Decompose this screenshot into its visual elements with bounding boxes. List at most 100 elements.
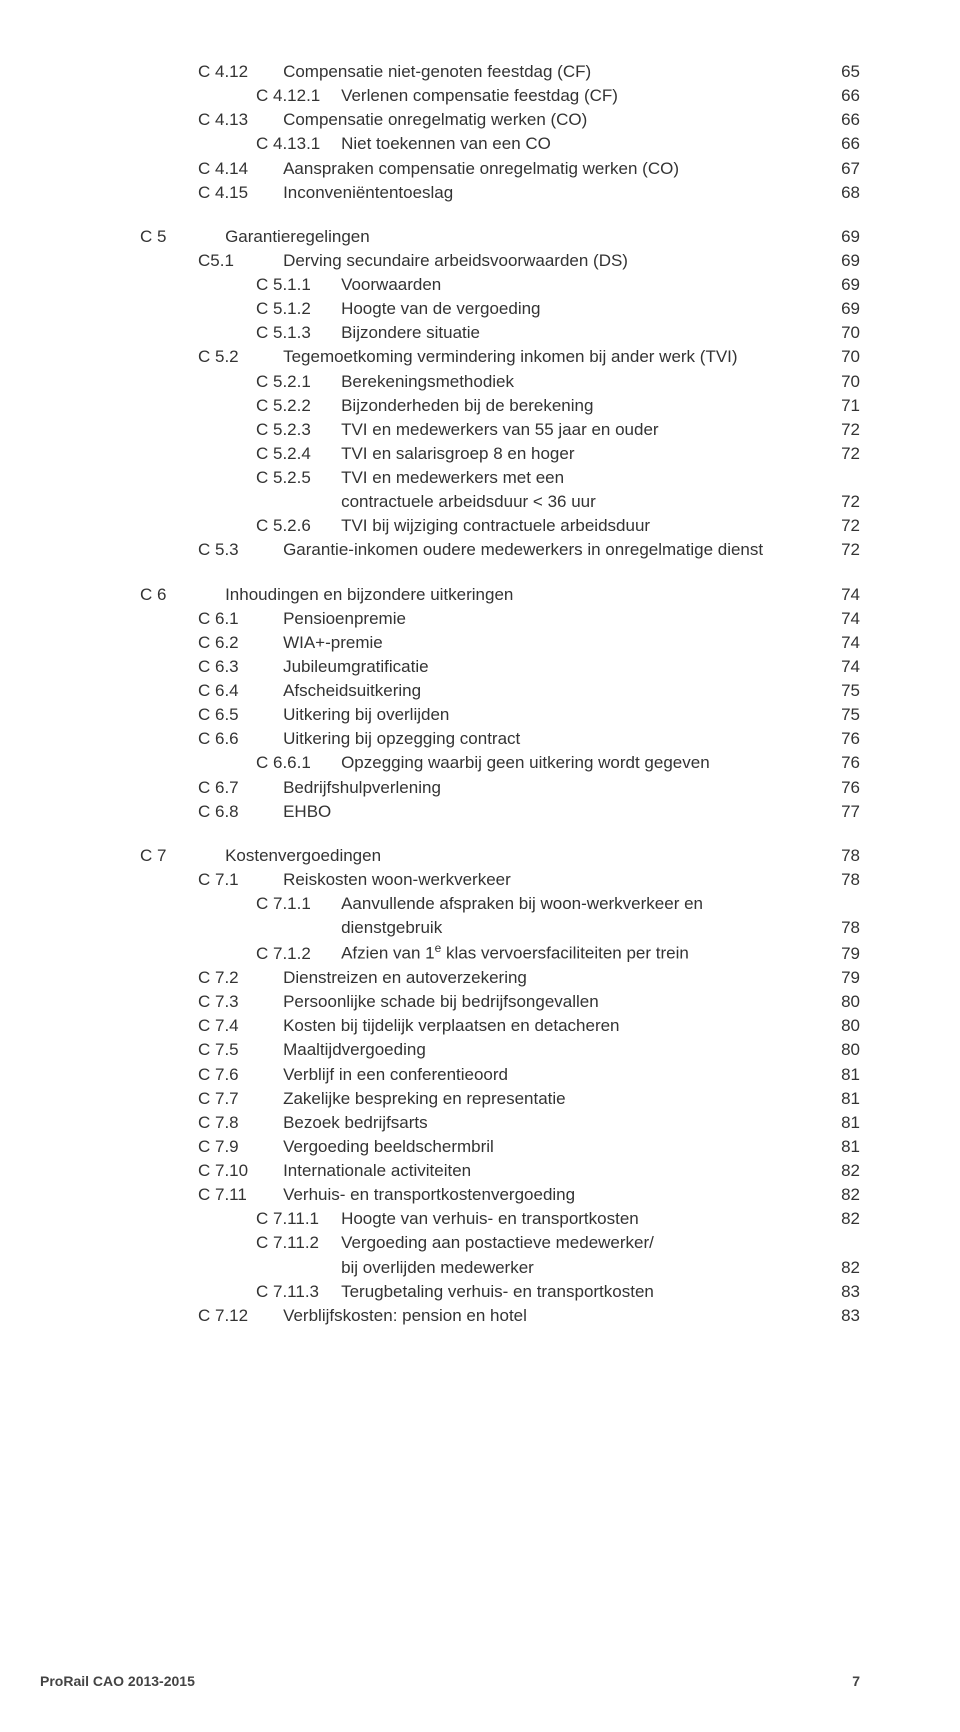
toc-code: C 7 (140, 844, 225, 868)
toc-title: Verblijf in een conferentieoord (283, 1063, 820, 1087)
toc-page: 80 (820, 1014, 860, 1038)
toc-row: C 4.13Compensatie onregelmatig werken (C… (140, 108, 860, 132)
toc-code: C 7.11.2 (140, 1231, 341, 1255)
page: C 4.12Compensatie niet-genoten feestdag … (0, 0, 960, 1732)
toc-row: C 6.5Uitkering bij overlijden75 (140, 703, 860, 727)
toc-title: bij overlijden medewerker (341, 1256, 820, 1280)
toc-code: C 4.12 (140, 60, 283, 84)
toc-row: C 6.4Afscheidsuitkering75 (140, 679, 860, 703)
toc-row: C 7.11.3Terugbetaling verhuis- en transp… (140, 1280, 860, 1304)
toc-code: C 7.11 (140, 1183, 283, 1207)
toc-page: 78 (820, 916, 860, 940)
toc-page: 72 (820, 490, 860, 514)
toc-page: 69 (820, 225, 860, 249)
toc-page: 70 (820, 321, 860, 345)
toc-row: C 7.11Verhuis- en transportkostenvergoed… (140, 1183, 860, 1207)
toc-row: C 5Garantieregelingen69 (140, 225, 860, 249)
toc-page: 81 (820, 1111, 860, 1135)
toc-row: C 5.2.4TVI en salarisgroep 8 en hoger72 (140, 442, 860, 466)
toc-row: C5.1Derving secundaire arbeidsvoorwaarde… (140, 249, 860, 273)
toc-code: C 5.2.2 (140, 394, 341, 418)
toc-row: C 6Inhoudingen en bijzondere uitkeringen… (140, 583, 860, 607)
toc-row: C 5.2.3TVI en medewerkers van 55 jaar en… (140, 418, 860, 442)
toc-row: C 5.1.3Bijzondere situatie70 (140, 321, 860, 345)
toc-page: 82 (820, 1207, 860, 1231)
toc-code: C 7.8 (140, 1111, 283, 1135)
toc-title: TVI bij wijziging contractuele arbeidsdu… (341, 514, 820, 538)
toc-code: C 7.9 (140, 1135, 283, 1159)
toc-title: Terugbetaling verhuis- en transportkoste… (341, 1280, 820, 1304)
toc-title: Vergoeding aan postactieve medewerker/ (341, 1231, 820, 1255)
toc-page: 69 (820, 273, 860, 297)
toc-row: C 7.2Dienstreizen en autoverzekering79 (140, 966, 860, 990)
footer-page-number: 7 (852, 1672, 860, 1692)
toc-title: Kostenvergoedingen (225, 844, 820, 868)
toc-title: Verlenen compensatie feestdag (CF) (341, 84, 820, 108)
toc-code: C 5.2.6 (140, 514, 341, 538)
toc-page: 79 (820, 942, 860, 966)
toc-title: Afzien van 1e klas vervoersfaciliteiten … (341, 940, 820, 966)
toc-row: C 7.5Maaltijdvergoeding80 (140, 1038, 860, 1062)
toc-title: Internationale activiteiten (283, 1159, 820, 1183)
toc-row: C 6.6.1Opzegging waarbij geen uitkering … (140, 751, 860, 775)
toc-row: C 5.2.2Bijzonderheden bij de berekening7… (140, 394, 860, 418)
toc-title: Berekeningsmethodiek (341, 370, 820, 394)
toc-code: C 5.2.5 (140, 466, 341, 490)
toc-row: C 6.3Jubileumgratificatie74 (140, 655, 860, 679)
toc-row: C 5.1.1Voorwaarden69 (140, 273, 860, 297)
toc-code: C 7.11.3 (140, 1280, 341, 1304)
toc-page: 69 (820, 249, 860, 273)
toc-code: C 7.5 (140, 1038, 283, 1062)
toc-title: WIA+-premie (283, 631, 820, 655)
toc-title: Pensioenpremie (283, 607, 820, 631)
toc-row: C 6.2WIA+-premie74 (140, 631, 860, 655)
toc-code: C 6.3 (140, 655, 283, 679)
toc-page: 75 (820, 679, 860, 703)
toc-row: C 4.15Inconveniëntentoeslag68 (140, 181, 860, 205)
toc-page: 70 (820, 370, 860, 394)
toc-code: C 4.15 (140, 181, 283, 205)
toc-title: Vergoeding beeldschermbril (283, 1135, 820, 1159)
toc-code: C 5 (140, 225, 225, 249)
toc-row: C 7.10Internationale activiteiten82 (140, 1159, 860, 1183)
toc-page: 83 (820, 1304, 860, 1328)
toc-page: 80 (820, 990, 860, 1014)
toc-row: C 7.12Verblijfskosten: pension en hotel8… (140, 1304, 860, 1328)
toc-row: C 7.4Kosten bij tijdelijk verplaatsen en… (140, 1014, 860, 1038)
toc-row: C 6.8EHBO77 (140, 800, 860, 824)
toc-code: C 7.7 (140, 1087, 283, 1111)
toc-title: Kosten bij tijdelijk verplaatsen en deta… (283, 1014, 820, 1038)
toc-title: Garantie-inkomen oudere medewerkers in o… (283, 538, 820, 562)
toc-row: contractuele arbeidsduur < 36 uur72 (140, 490, 860, 514)
toc-code: C 6.4 (140, 679, 283, 703)
toc-code: C 7.6 (140, 1063, 283, 1087)
toc-row: C 7.1Reiskosten woon-werkverkeer78 (140, 868, 860, 892)
toc-row: bij overlijden medewerker82 (140, 1256, 860, 1280)
toc-title: Bedrijfshulpverlening (283, 776, 820, 800)
toc-row: C 7.11.1Hoogte van verhuis- en transport… (140, 1207, 860, 1231)
toc-title: Uitkering bij overlijden (283, 703, 820, 727)
toc-row: C 5.3Garantie-inkomen oudere medewerkers… (140, 538, 860, 562)
toc-row: C 7.8Bezoek bedrijfsarts81 (140, 1111, 860, 1135)
toc-code: C 7.2 (140, 966, 283, 990)
toc-code: C 7.12 (140, 1304, 283, 1328)
toc-page: 78 (820, 844, 860, 868)
toc-page: 81 (820, 1087, 860, 1111)
toc-code: C 5.2 (140, 345, 283, 369)
toc-title: contractuele arbeidsduur < 36 uur (341, 490, 820, 514)
toc-row: C 6.6Uitkering bij opzegging contract76 (140, 727, 860, 751)
toc-row: C 5.2.6TVI bij wijziging contractuele ar… (140, 514, 860, 538)
toc-page: 76 (820, 776, 860, 800)
toc-code: C 7.1.1 (140, 892, 341, 916)
toc-code: C 7.10 (140, 1159, 283, 1183)
toc-title: Voorwaarden (341, 273, 820, 297)
toc-code: C 7.11.1 (140, 1207, 341, 1231)
toc-title: Compensatie niet-genoten feestdag (CF) (283, 60, 820, 84)
toc-code: C 4.12.1 (140, 84, 341, 108)
toc-title: TVI en salarisgroep 8 en hoger (341, 442, 820, 466)
group-gap (140, 563, 860, 583)
toc-title: Maaltijdvergoeding (283, 1038, 820, 1062)
toc-page: 72 (820, 538, 860, 562)
toc-page: 65 (820, 60, 860, 84)
toc-row: C 6.7Bedrijfshulpverlening76 (140, 776, 860, 800)
